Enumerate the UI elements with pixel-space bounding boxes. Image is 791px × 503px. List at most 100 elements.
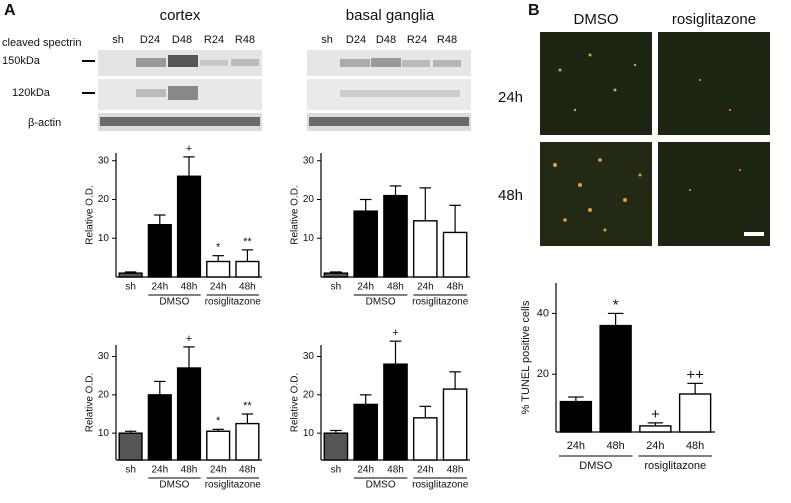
significance-label: + [186, 143, 192, 155]
group-label: DMSO [159, 480, 189, 491]
lane-label: D48 [172, 34, 192, 46]
bar [206, 430, 231, 461]
significance-label: + [651, 406, 660, 423]
micrograph-column: DMSO [574, 11, 619, 28]
bar [323, 272, 349, 278]
bar [118, 272, 143, 278]
bar [383, 194, 408, 278]
lane-label: sh [112, 34, 124, 46]
x-tick-label: sh [331, 282, 342, 293]
y-tick-label: 20 [537, 368, 549, 380]
y-tick-label: 10 [98, 428, 110, 439]
y-tick-label: 30 [303, 351, 315, 362]
lane-label: D24 [140, 34, 160, 46]
significance-label: * [613, 296, 619, 313]
lane-label: D24 [346, 34, 366, 46]
bar [147, 223, 172, 278]
x-tick-label: 24h [646, 440, 664, 452]
y-tick-label: 20 [98, 194, 110, 205]
lane-label: R48 [437, 34, 457, 46]
x-tick-label: 48h [606, 440, 624, 452]
band-label: 120kDa [12, 87, 51, 99]
blot-basal-ganglia [307, 50, 471, 131]
x-tick-label: 24h [417, 465, 434, 476]
y-axis-label: % TUNEL positive cells [520, 300, 532, 414]
x-tick-label: 24h [151, 282, 168, 293]
group-label: DMSO [366, 480, 396, 491]
group-label: DMSO [159, 297, 189, 308]
x-tick-label: 48h [447, 465, 464, 476]
bar [176, 367, 202, 461]
group-label: rosiglitazone [644, 460, 706, 472]
group-label: DMSO [579, 460, 612, 472]
y-tick-label: 30 [98, 155, 110, 166]
blot-title: cortex [160, 7, 201, 24]
panel-label: B [528, 2, 540, 19]
x-tick-label: 24h [210, 465, 227, 476]
significance-label: ++ [686, 366, 704, 383]
x-tick-label: sh [125, 282, 136, 293]
x-tick-label: 24h [417, 282, 434, 293]
lane-label: R24 [407, 34, 427, 46]
bar [639, 425, 672, 433]
x-tick-label: 24h [357, 282, 374, 293]
y-axis-label: Relative O.D. [85, 185, 96, 244]
x-tick-label: 24h [210, 282, 227, 293]
y-axis-label: Relative O.D. [85, 373, 96, 432]
y-tick-label: 40 [537, 307, 549, 319]
x-tick-label: 24h [567, 440, 585, 452]
x-tick-label: 48h [686, 440, 704, 452]
bar [412, 417, 438, 461]
y-tick-label: 20 [98, 389, 110, 400]
group-label: DMSO [366, 297, 396, 308]
y-tick-label: 20 [303, 194, 315, 205]
lane-label: D48 [376, 34, 396, 46]
lane-label: R48 [235, 34, 255, 46]
lane-label: R24 [204, 34, 224, 46]
y-tick-label: 10 [303, 428, 315, 439]
significance-label: ** [243, 400, 252, 412]
group-label: rosiglitazone [412, 297, 469, 308]
bar [118, 432, 143, 461]
band-label: 150kDa [2, 55, 41, 67]
micrograph-row: 24h [498, 89, 523, 106]
y-tick-label: 30 [98, 351, 110, 362]
significance-label: * [216, 415, 221, 427]
x-tick-label: 48h [387, 282, 404, 293]
bar [599, 324, 632, 433]
y-axis-label: Relative O.D. [290, 373, 301, 432]
bar [442, 388, 468, 461]
y-tick-label: 10 [303, 233, 315, 244]
y-tick-label: 30 [303, 155, 315, 166]
x-tick-label: sh [125, 465, 136, 476]
significance-label: * [216, 242, 221, 254]
x-tick-label: sh [331, 465, 342, 476]
bar [442, 231, 468, 278]
bar [147, 394, 172, 461]
y-axis-label: Relative O.D. [290, 185, 301, 244]
bar [235, 260, 260, 278]
significance-label: + [186, 333, 192, 345]
x-tick-label: 48h [387, 465, 404, 476]
bar [678, 393, 712, 433]
bar [353, 403, 379, 461]
bar [235, 422, 260, 461]
lane-label: sh [321, 34, 333, 46]
x-tick-label: 48h [181, 465, 198, 476]
x-tick-label: 24h [151, 465, 168, 476]
group-label: rosiglitazone [412, 480, 469, 491]
bar [412, 220, 438, 278]
micrograph-row: 48h [498, 187, 523, 204]
y-tick-label: 20 [303, 389, 315, 400]
bar [383, 363, 408, 461]
bar [176, 175, 202, 278]
x-tick-label: 48h [239, 465, 256, 476]
micrograph-column: rosiglitazone [672, 11, 756, 28]
bar [206, 260, 231, 278]
blot-row-label: cleaved spectrin [2, 37, 82, 49]
x-tick-label: 48h [239, 282, 256, 293]
blot-title: basal ganglia [346, 7, 435, 24]
x-tick-label: 48h [447, 282, 464, 293]
panel-label: A [4, 2, 16, 19]
